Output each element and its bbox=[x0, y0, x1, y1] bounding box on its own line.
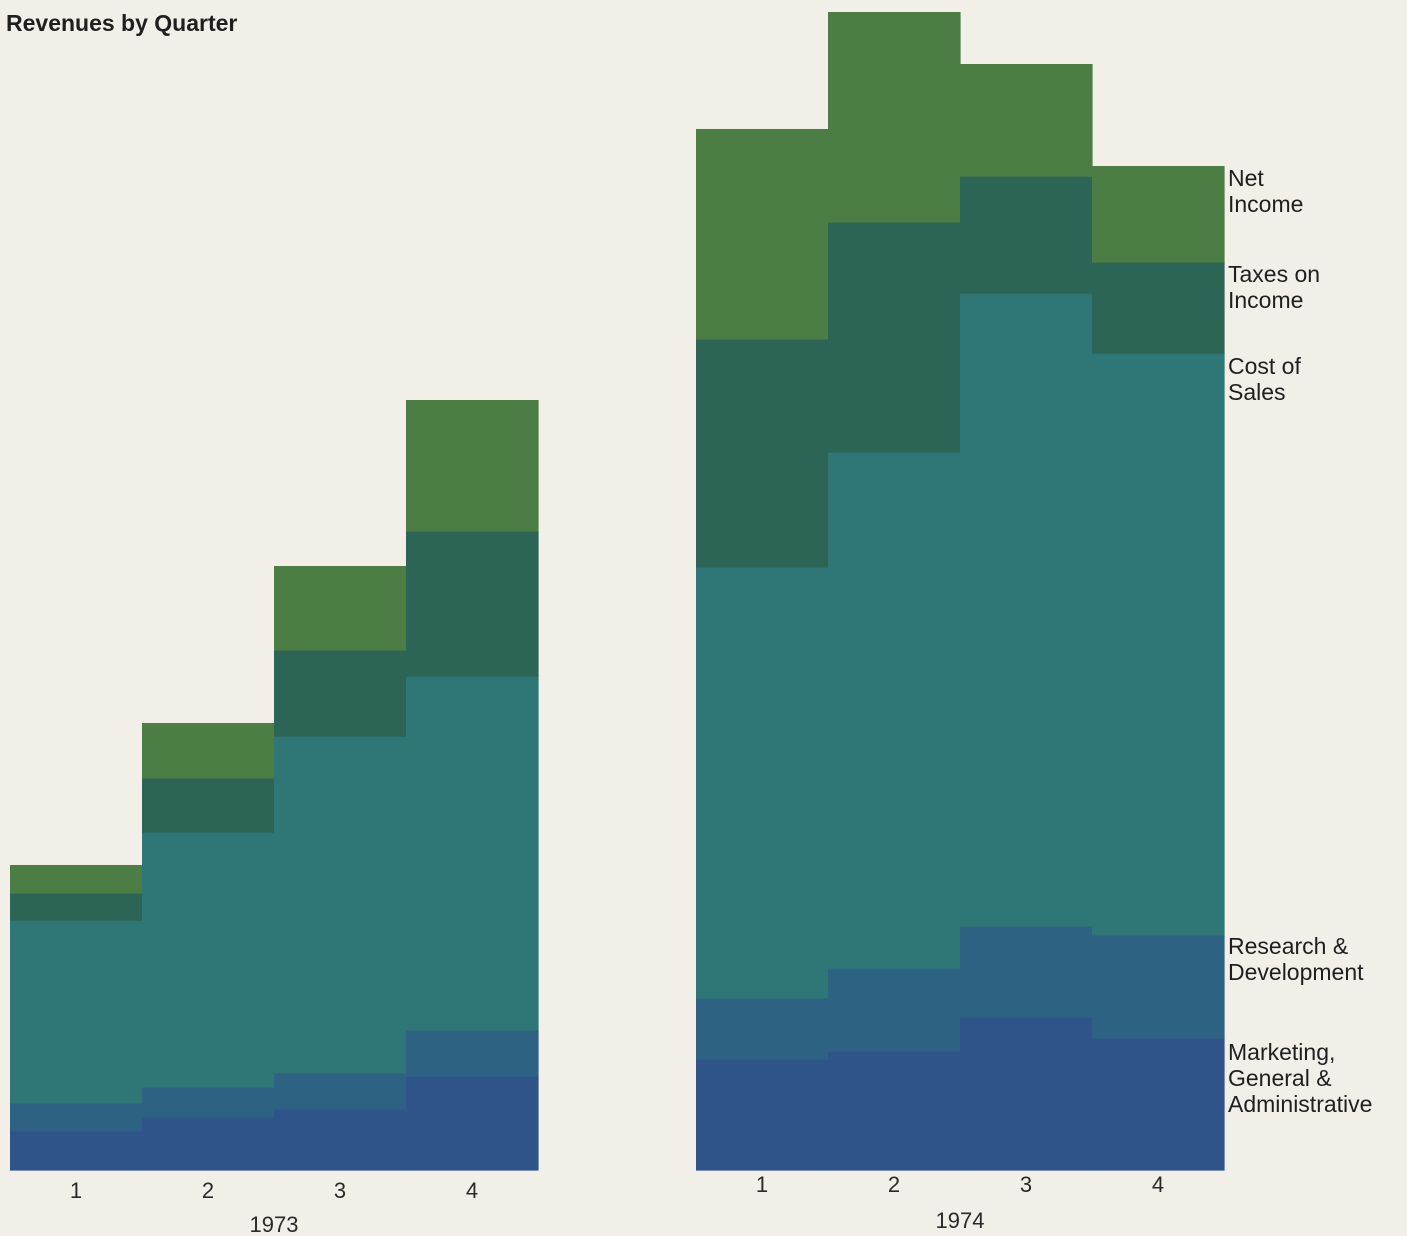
x-tick-label: 4 bbox=[1152, 1172, 1164, 1197]
bar-segment bbox=[274, 1073, 407, 1110]
bar-segment bbox=[1092, 935, 1225, 1039]
x-tick-label: 1 bbox=[70, 1178, 82, 1203]
x-tick-label: 4 bbox=[466, 1178, 478, 1203]
bar-segment bbox=[960, 926, 1093, 1018]
bar-segment bbox=[406, 676, 539, 1031]
bar-segment bbox=[274, 566, 407, 651]
bar-segment bbox=[696, 129, 829, 340]
bar-segment bbox=[142, 723, 275, 779]
bar-segment bbox=[406, 400, 539, 532]
bar-segment bbox=[142, 1087, 275, 1118]
bar-segment bbox=[828, 222, 961, 453]
legend-item: Marketing, General & Administrative bbox=[1228, 1039, 1372, 1117]
bar-segment bbox=[960, 1017, 1093, 1171]
bar-segment bbox=[10, 893, 143, 921]
year-label: 1973 bbox=[250, 1212, 299, 1236]
x-tick-label: 3 bbox=[334, 1178, 346, 1203]
x-tick-label: 1 bbox=[756, 1172, 768, 1197]
bar-segment bbox=[960, 293, 1093, 927]
legend-item: Taxes on Income bbox=[1228, 261, 1320, 313]
chart-title: Revenues by Quarter bbox=[6, 10, 238, 36]
x-tick-label: 2 bbox=[888, 1172, 900, 1197]
bar-segment bbox=[960, 176, 1093, 294]
x-tick-label: 2 bbox=[202, 1178, 214, 1203]
bar-segment bbox=[10, 1103, 143, 1132]
bar-segment bbox=[274, 650, 407, 737]
bar-segment bbox=[1092, 353, 1225, 936]
bar-segment bbox=[142, 1117, 275, 1171]
bar-segment bbox=[828, 12, 961, 223]
legend: Net Income Taxes on Income Cost of Sales Resea… bbox=[1228, 165, 1372, 1117]
bar-segment bbox=[828, 1051, 961, 1171]
panel-1973: 1 2 3 4 1973 bbox=[10, 400, 539, 1236]
bar-segment bbox=[960, 64, 1093, 177]
bar-segment bbox=[274, 1109, 407, 1171]
panel-1974: 1 2 3 4 1974 bbox=[696, 12, 1225, 1233]
bar-segment bbox=[1092, 166, 1225, 263]
bar-segment bbox=[696, 567, 829, 999]
year-label: 1974 bbox=[936, 1208, 985, 1233]
bar-segment bbox=[274, 736, 407, 1074]
bar-segment bbox=[10, 865, 143, 894]
bar-segment bbox=[406, 1030, 539, 1077]
bar-segment bbox=[406, 531, 539, 677]
bar-segment bbox=[10, 1131, 143, 1171]
bar-segment bbox=[10, 920, 143, 1104]
bar-segment bbox=[1092, 262, 1225, 354]
bar-segment bbox=[696, 998, 829, 1060]
bar-segment bbox=[696, 339, 829, 568]
bar-segment bbox=[1092, 1038, 1225, 1171]
bar-segment bbox=[696, 1059, 829, 1171]
bar-segment bbox=[142, 832, 275, 1088]
bar-segment bbox=[142, 778, 275, 833]
bar-segment bbox=[406, 1076, 539, 1171]
legend-item: Research & Development bbox=[1228, 933, 1364, 985]
legend-item: Cost of Sales bbox=[1228, 353, 1301, 405]
legend-item: Net Income bbox=[1228, 165, 1303, 217]
bar-segment bbox=[828, 452, 961, 969]
x-tick-label: 3 bbox=[1020, 1172, 1032, 1197]
bar-segment bbox=[828, 968, 961, 1052]
